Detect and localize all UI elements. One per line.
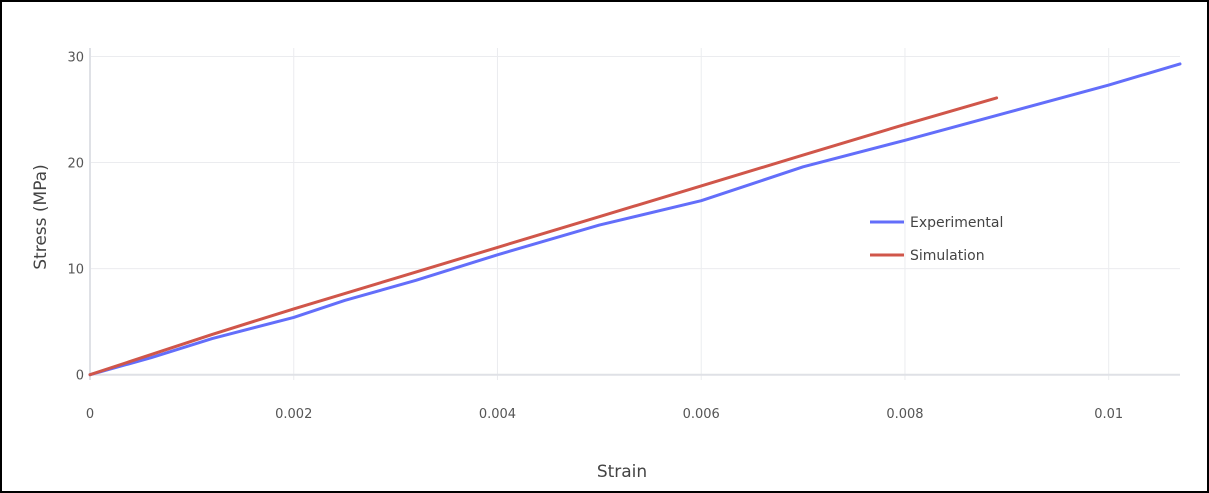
- y-tick-label: 20: [67, 157, 84, 172]
- x-tick-label: 0.006: [683, 407, 720, 422]
- series-line-simulation: [88, 96, 999, 377]
- x-tick-label: 0.01: [1094, 407, 1123, 422]
- x-tick-label: 0.002: [275, 407, 312, 422]
- y-tick-label: 10: [67, 263, 84, 278]
- legend-label-simulation: Simulation: [910, 248, 985, 264]
- tick-layer: 0 0.002 0.004 0.006 0.008 0.01 0 10 20 30: [67, 50, 1123, 422]
- x-tick-label: 0.004: [479, 407, 516, 422]
- legend: Experimental Simulation: [870, 215, 1003, 264]
- x-axis-title: Strain: [597, 462, 647, 482]
- y-axis-title: Stress (MPa): [31, 164, 51, 270]
- series-line-experimental: [88, 62, 1182, 377]
- y-tick-label: 0: [76, 369, 84, 384]
- series-layer: [88, 62, 1182, 377]
- grid-layer: [89, 48, 1180, 380]
- x-tick-label: 0.008: [886, 407, 923, 422]
- x-tick-label: 0: [86, 407, 94, 422]
- legend-label-experimental: Experimental: [910, 215, 1003, 231]
- y-tick-label: 30: [67, 50, 84, 65]
